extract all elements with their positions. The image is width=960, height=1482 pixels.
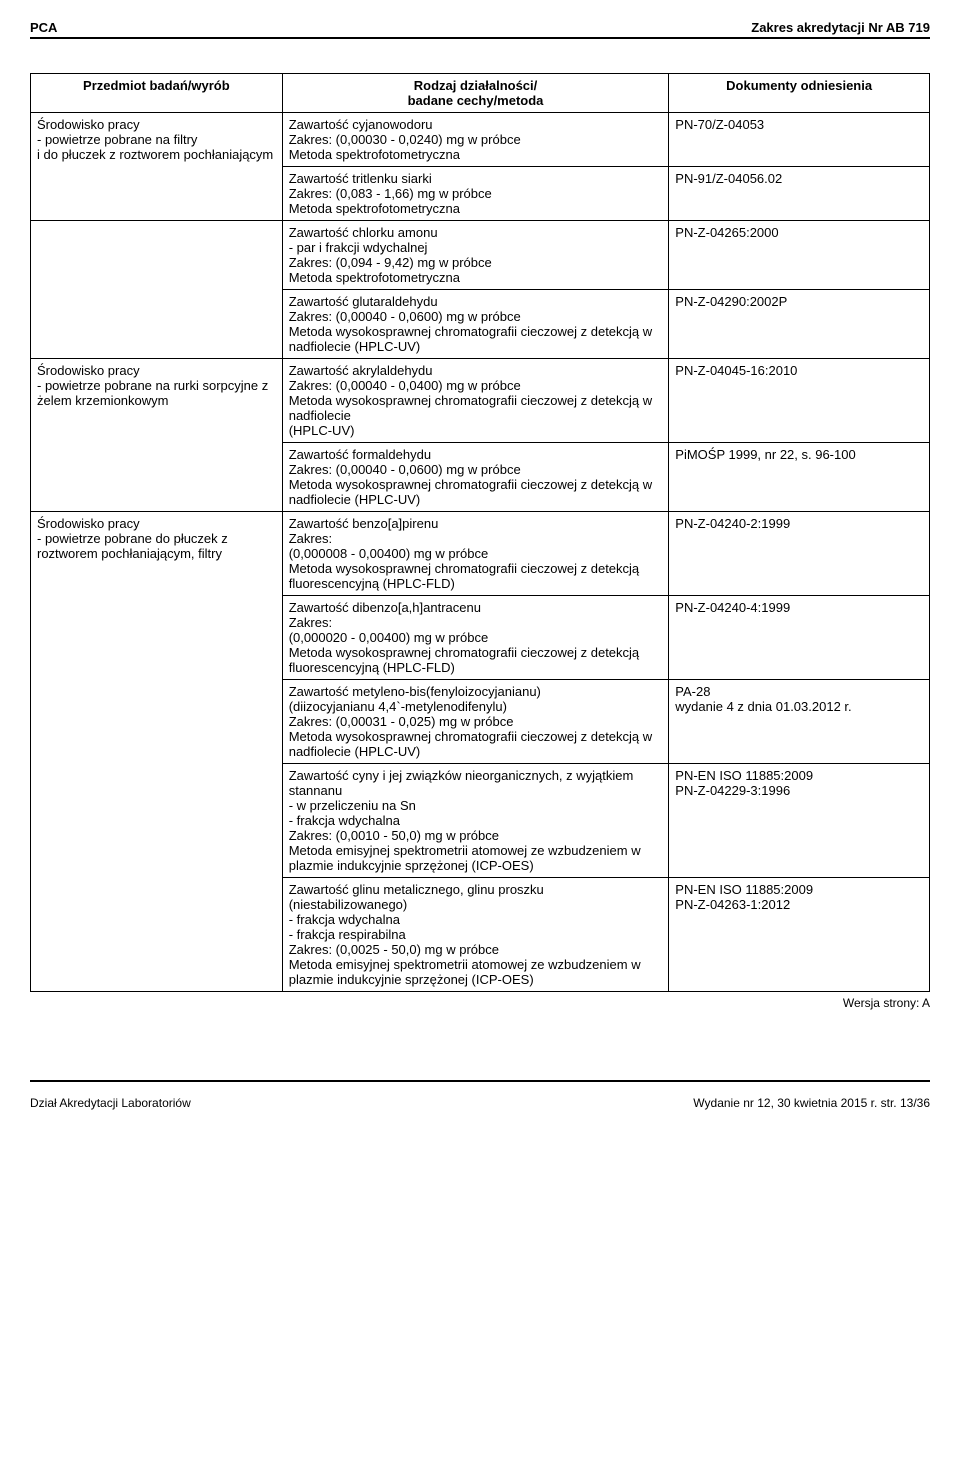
cell-docs: PN-Z-04240-2:1999 [669, 512, 930, 596]
cell-subject: Środowisko pracy- powietrze pobrane do p… [31, 512, 283, 992]
table-row: Środowisko pracy- powietrze pobrane na r… [31, 359, 930, 443]
cell-method: Zawartość metyleno-bis(fenyloizocyjanian… [282, 680, 669, 764]
table-row: Środowisko pracy- powietrze pobrane na f… [31, 113, 930, 167]
cell-method: Zawartość dibenzo[a,h]antracenuZakres: (… [282, 596, 669, 680]
cell-docs: PN-EN ISO 11885:2009PN-Z-04263-1:2012 [669, 878, 930, 992]
page-version: Wersja strony: A [30, 996, 930, 1010]
header-divider [30, 37, 930, 39]
header-right: Zakres akredytacji Nr AB 719 [751, 20, 930, 35]
footer-left: Dział Akredytacji Laboratoriów [30, 1096, 191, 1110]
cell-method: Zawartość glutaraldehyduZakres: (0,00040… [282, 290, 669, 359]
cell-method: Zawartość benzo[a]pirenuZakres: (0,00000… [282, 512, 669, 596]
cell-method: Zawartość glinu metalicznego, glinu pros… [282, 878, 669, 992]
table-row: Środowisko pracy- powietrze pobrane do p… [31, 512, 930, 596]
table-row: Zawartość chlorku amonu- par i frakcji w… [31, 221, 930, 290]
cell-method: Zawartość cyny i jej związków nieorganic… [282, 764, 669, 878]
main-table: Przedmiot badań/wyrób Rodzaj działalnośc… [30, 73, 930, 992]
cell-docs: PN-91/Z-04056.02 [669, 167, 930, 221]
cell-docs: PN-Z-04240-4:1999 [669, 596, 930, 680]
cell-docs: PiMOŚP 1999, nr 22, s. 96-100 [669, 443, 930, 512]
cell-docs: PN-70/Z-04053 [669, 113, 930, 167]
th-method: Rodzaj działalności/badane cechy/metoda [282, 74, 669, 113]
cell-method: Zawartość cyjanowodoruZakres: (0,00030 -… [282, 113, 669, 167]
cell-docs: PN-Z-04290:2002P [669, 290, 930, 359]
cell-subject [31, 221, 283, 359]
cell-docs: PN-Z-04045-16:2010 [669, 359, 930, 443]
th-docs: Dokumenty odniesienia [669, 74, 930, 113]
header-left: PCA [30, 20, 57, 35]
footer-right: Wydanie nr 12, 30 kwietnia 2015 r. str. … [693, 1096, 930, 1110]
cell-method: Zawartość tritlenku siarkiZakres: (0,083… [282, 167, 669, 221]
cell-method: Zawartość formaldehyduZakres: (0,00040 -… [282, 443, 669, 512]
cell-subject: Środowisko pracy- powietrze pobrane na r… [31, 359, 283, 512]
cell-docs: PN-Z-04265:2000 [669, 221, 930, 290]
table-body: Środowisko pracy- powietrze pobrane na f… [31, 113, 930, 992]
footer-divider [30, 1080, 930, 1082]
cell-method: Zawartość akrylaldehyduZakres: (0,00040 … [282, 359, 669, 443]
cell-method: Zawartość chlorku amonu- par i frakcji w… [282, 221, 669, 290]
cell-docs: PA-28wydanie 4 z dnia 01.03.2012 r. [669, 680, 930, 764]
cell-docs: PN-EN ISO 11885:2009PN-Z-04229-3:1996 [669, 764, 930, 878]
cell-subject: Środowisko pracy- powietrze pobrane na f… [31, 113, 283, 221]
th-subject: Przedmiot badań/wyrób [31, 74, 283, 113]
